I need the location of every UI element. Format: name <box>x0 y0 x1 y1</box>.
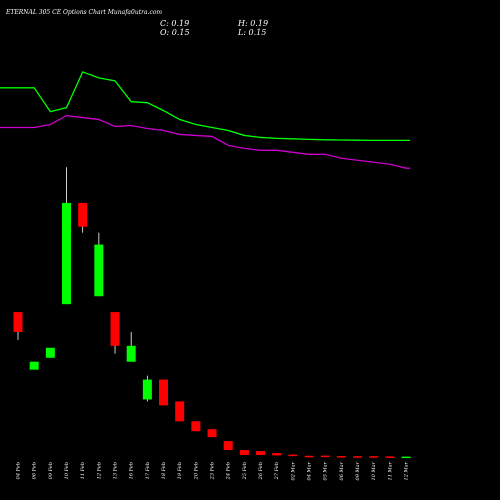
x-tick-label: 17 Feb <box>145 462 151 479</box>
x-tick-label: 26 Feb <box>258 462 264 480</box>
low-value: L: 0.15 <box>238 28 267 37</box>
x-tick-label: 10 Feb <box>64 462 70 479</box>
open-value: O: 0.15 <box>160 28 190 37</box>
x-tick-label: 13 Feb <box>113 462 119 479</box>
candle-down <box>336 456 346 458</box>
high-value: H: 0.19 <box>238 19 269 28</box>
candle-down <box>320 455 330 458</box>
candle-down <box>110 312 120 346</box>
x-tick-label: 02 Mar <box>290 461 296 480</box>
candle-down <box>369 456 379 458</box>
x-tick-label: 09 Feb <box>48 462 54 479</box>
candle-down <box>239 450 249 456</box>
candle-up <box>45 347 55 358</box>
candle-down <box>78 202 88 227</box>
candle-down <box>159 379 169 406</box>
x-tick-label: 11 Feb <box>80 462 86 479</box>
x-tick-label: 06 Mar <box>339 461 345 480</box>
x-tick-label: 19 Feb <box>177 462 183 479</box>
x-tick-label: 27 Feb <box>274 462 280 480</box>
upper-line-series <box>0 71 411 142</box>
chart-title: ETERNAL 305 CE Options Chart Munafa0utra… <box>6 9 163 16</box>
x-tick-label: 23 Feb <box>210 462 216 480</box>
candle-up <box>142 379 152 400</box>
x-tick-label: 11 Mar <box>387 461 393 480</box>
x-tick-label: 24 Feb <box>226 462 232 480</box>
x-tick-label: 12 Mar <box>404 461 410 480</box>
candle-down <box>223 441 233 451</box>
candle-down <box>353 456 363 458</box>
candle-up <box>126 345 136 362</box>
candle-down <box>13 312 23 332</box>
candle-down <box>256 451 266 456</box>
close-value: C: 0.19 <box>160 19 190 28</box>
candle-down <box>385 456 395 458</box>
candle-down <box>207 429 217 438</box>
lower-line-series <box>0 114 411 169</box>
x-tick-label: 09 Mar <box>355 461 361 480</box>
x-tick-label: 12 Feb <box>96 462 102 479</box>
x-tick-label: 05 Mar <box>323 461 329 480</box>
candle-down <box>272 453 282 456</box>
candle-up <box>401 456 411 459</box>
x-tick-label: 04 Feb <box>16 462 22 479</box>
x-tick-label: 06 Feb <box>32 462 38 479</box>
candle-up <box>62 202 72 305</box>
candle-down <box>191 421 201 432</box>
x-tick-label: 10 Mar <box>371 461 377 480</box>
candle-up <box>94 244 104 297</box>
candle-up <box>29 361 39 370</box>
x-tick-label: 04 Mar <box>307 461 313 480</box>
x-tick-label: 20 Feb <box>193 462 199 480</box>
x-tick-label: 25 Feb <box>242 462 248 480</box>
candle-down <box>175 401 185 422</box>
x-tick-label: 18 Feb <box>161 462 167 479</box>
candle-down <box>304 455 314 458</box>
candle-down <box>288 454 298 457</box>
x-tick-label: 16 Feb <box>129 462 135 479</box>
